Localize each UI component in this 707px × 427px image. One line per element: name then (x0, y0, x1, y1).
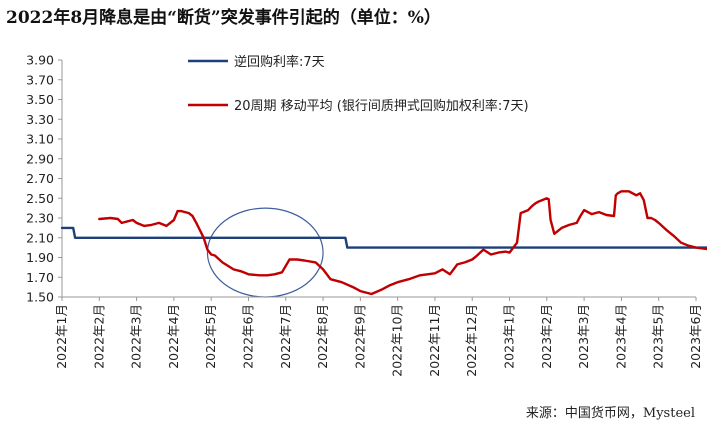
annotation-ellipse (206, 207, 324, 298)
x-tick-label: 2022年10月 (390, 304, 405, 377)
y-tick-label: 1.50 (26, 290, 54, 305)
x-tick-label: 2023年3月 (576, 304, 591, 369)
x-tick-label: 2022年1月 (54, 304, 69, 369)
y-tick-label: 3.30 (26, 112, 54, 127)
x-tick-label: 2023年1月 (502, 304, 517, 369)
x-tick-label: 2022年3月 (129, 304, 144, 369)
x-tick-label: 2022年2月 (91, 304, 106, 369)
x-tick-label: 2022年12月 (464, 304, 479, 377)
y-tick-label: 3.10 (26, 132, 54, 147)
chart-title: 2022年8月降息是由“断货”突发事件引起的（单位：%） (6, 8, 441, 28)
x-tick-label: 2022年4月 (166, 304, 181, 369)
x-tick-label: 2022年11月 (427, 304, 442, 377)
x-tick-label: 2022年7月 (278, 304, 293, 369)
y-tick-label: 1.70 (26, 270, 54, 285)
x-tick-label: 2023年6月 (688, 304, 703, 369)
x-tick-label: 2023年2月 (539, 304, 554, 369)
x-tick-label: 2022年9月 (352, 304, 367, 369)
x-tick-label: 2023年5月 (651, 304, 666, 369)
y-tick-label: 3.90 (26, 53, 54, 68)
y-tick-label: 2.10 (26, 230, 54, 245)
y-tick-label: 1.90 (26, 250, 54, 265)
y-tick-label: 2.90 (26, 151, 54, 166)
x-tick-label: 2022年6月 (240, 304, 255, 369)
x-tick-label: 2022年8月 (315, 304, 330, 369)
y-tick-label: 2.30 (26, 211, 54, 226)
source-note: 来源：中国货币网，Mysteel (525, 406, 695, 421)
repo-rate-moving-average-line (98, 190, 707, 296)
x-tick-label: 2023年4月 (613, 304, 628, 369)
y-tick-label: 2.50 (26, 191, 54, 206)
x-tick-label: 2022年5月 (203, 304, 218, 369)
y-tick-label: 3.70 (26, 72, 54, 87)
legend-label: 20周期 移动平均 (银行间质押式回购加权利率:7天) (234, 98, 529, 114)
reverse-repo-rate-line (60, 226, 707, 249)
y-tick-label: 2.70 (26, 171, 54, 186)
y-tick-label: 3.50 (26, 92, 54, 107)
legend-label: 逆回购利率:7天 (234, 54, 325, 70)
